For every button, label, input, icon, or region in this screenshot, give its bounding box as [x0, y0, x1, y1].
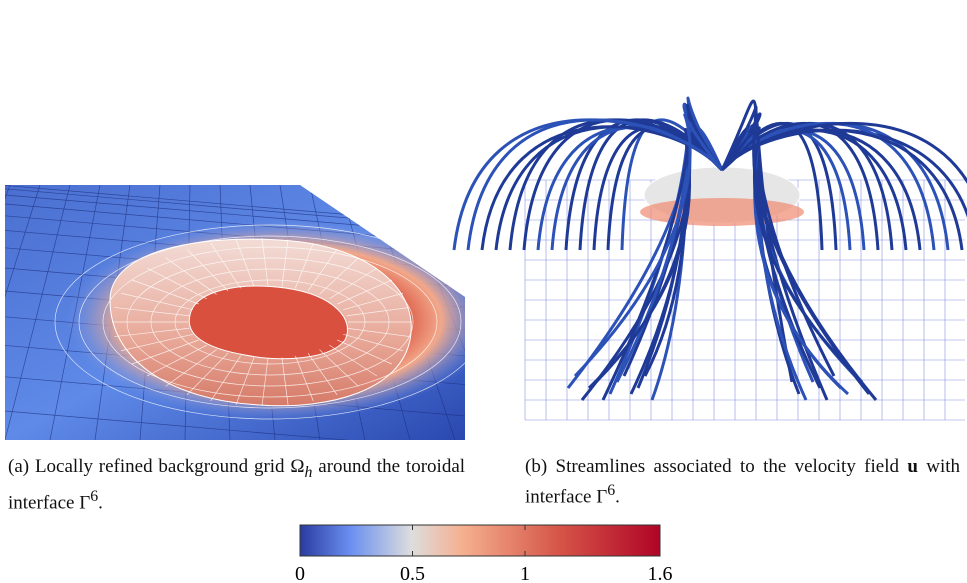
mesh-line: [5, 410, 465, 440]
torus-mesh: [346, 307, 410, 317]
torus-mesh: [114, 307, 190, 317]
torus-mesh: [319, 349, 359, 387]
torus-mesh: [295, 355, 314, 402]
superscript: 6: [90, 487, 99, 505]
torus-mesh: [281, 357, 289, 405]
torus-mesh: [307, 249, 338, 292]
torus-mesh: [78, 235, 462, 409]
torus-mesh: [120, 333, 193, 352]
streamline: [564, 118, 724, 377]
torus-mesh: [261, 237, 269, 287]
right-panel: [452, 96, 967, 421]
torus-mesh: [235, 357, 255, 405]
mesh-line: [5, 185, 41, 440]
colorbar: [299, 524, 661, 557]
torus-mesh: [329, 344, 378, 377]
torus-mesh: [307, 352, 338, 395]
colorbar-tick-label: 0.5: [400, 563, 425, 583]
torus-mesh: [54, 224, 486, 420]
torus-mesh: [131, 279, 199, 305]
torus-mesh: [343, 292, 404, 311]
torus-mesh: [319, 257, 359, 295]
punctuation: .: [98, 492, 103, 514]
punctuation: .: [615, 486, 620, 508]
mesh-line: [520, 185, 680, 440]
torus-mesh: [165, 257, 217, 295]
torus-mesh: [337, 339, 393, 365]
symbol: u: [907, 456, 918, 477]
torus-mesh: [210, 242, 241, 289]
torus-mesh: [261, 357, 269, 407]
torus-mesh: [295, 242, 314, 289]
torus-mesh: [120, 292, 193, 311]
subscript: h: [304, 463, 313, 481]
colorbar-tick-label: 1.6: [648, 563, 673, 583]
torus-mesh: [281, 239, 289, 287]
streamline: [550, 108, 724, 383]
torus-mesh: [114, 327, 190, 337]
streamline: [720, 112, 967, 401]
torus-mesh: [210, 355, 241, 402]
caption-text: with interface: [525, 456, 961, 508]
torus-mesh: [346, 327, 410, 337]
caption-a: (a) Locally refined background grid Ωh a…: [8, 455, 465, 515]
mesh-line: [5, 185, 71, 440]
streamline: [720, 105, 908, 377]
torus-mesh: [165, 349, 217, 387]
torus-mesh: [146, 267, 207, 300]
left-panel: [5, 185, 680, 440]
colorbar-tick-label: 0: [295, 563, 305, 583]
streamline: [466, 113, 724, 378]
streamline: [720, 124, 866, 383]
torus-mesh: [343, 333, 404, 352]
symbol: Γ: [596, 486, 608, 508]
symbol: Γ: [79, 492, 91, 514]
caption-text: around the toroidal interface: [8, 456, 466, 514]
caption-b: (b) Streamlines associated to the veloci…: [525, 455, 960, 509]
symbol: Ω: [290, 456, 305, 477]
colorbar-tick-label: 1: [520, 563, 530, 583]
torus-mesh: [186, 352, 229, 395]
torus-mesh: [131, 339, 199, 365]
caption-text: Locally refined background grid: [34, 456, 285, 477]
caption-label: (a): [8, 456, 30, 477]
mesh-line: [490, 185, 635, 440]
caption-label: (b): [525, 456, 548, 477]
torus-mesh: [186, 249, 229, 292]
torus-mesh: [102, 246, 438, 398]
caption-text: Streamlines associated to the velocity f…: [555, 456, 899, 477]
torus-mesh: [329, 267, 378, 300]
streamline: [522, 103, 724, 401]
torus-mesh: [337, 279, 393, 305]
superscript: 6: [607, 482, 616, 499]
torus-mesh: [146, 344, 207, 377]
torus-mesh: [235, 239, 255, 287]
